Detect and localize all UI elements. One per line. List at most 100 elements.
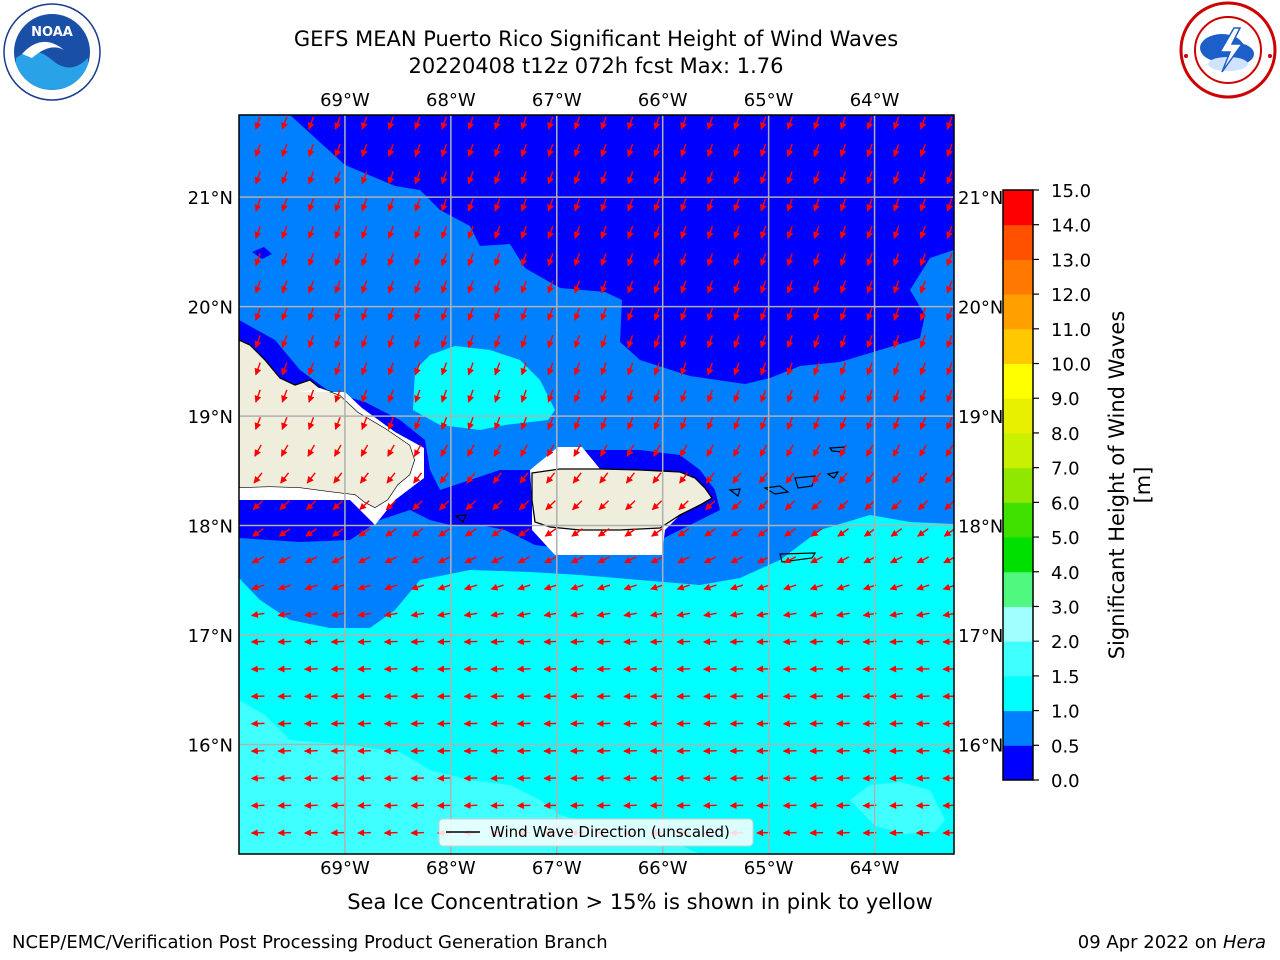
- wave-direction-arrow: [387, 307, 395, 321]
- wave-direction-arrow: [889, 610, 903, 618]
- wave-direction-arrow: [730, 556, 743, 564]
- wave-direction-arrow: [387, 116, 395, 130]
- wave-direction-arrow: [490, 583, 504, 591]
- wave-direction-arrow: [358, 528, 371, 537]
- wave-direction-arrow: [627, 116, 634, 130]
- wave-direction-arrow: [494, 307, 501, 321]
- wave-direction-arrow: [387, 444, 395, 457]
- wave-direction-arrow: [706, 253, 714, 267]
- colorbar-swatch: [1003, 467, 1033, 503]
- wave-direction-arrow: [625, 500, 636, 511]
- wave-direction-arrow: [786, 116, 794, 130]
- wave-direction-arrow: [813, 389, 820, 403]
- wave-direction-arrow: [893, 362, 900, 376]
- wave-direction-arrow: [384, 556, 398, 564]
- wave-direction-arrow: [893, 116, 900, 130]
- wave-direction-arrow: [384, 583, 398, 591]
- colorbar-tick-label: 13.0: [1051, 250, 1091, 271]
- wave-direction-arrow: [653, 444, 661, 457]
- wave-direction-arrow: [334, 171, 342, 185]
- wave-direction-arrow: [946, 362, 953, 376]
- map-legend: Wind Wave Direction (unscaled): [438, 818, 754, 847]
- wave-direction-arrow: [706, 307, 714, 321]
- wave-direction-arrow: [600, 225, 608, 239]
- wave-direction-arrow: [547, 143, 554, 158]
- wave-direction-arrow: [494, 280, 501, 294]
- lon-tick-label: 64°W: [850, 90, 900, 111]
- wave-direction-arrow: [680, 171, 687, 185]
- wave-direction-arrow: [334, 389, 342, 403]
- wave-direction-arrow: [520, 416, 528, 431]
- wave-direction-arrow: [837, 500, 849, 511]
- wave-direction-arrow: [946, 280, 953, 294]
- wave-direction-arrow: [520, 253, 528, 267]
- wave-direction-arrow: [437, 610, 451, 618]
- wave-direction-arrow: [600, 171, 608, 185]
- wave-direction-arrow: [414, 171, 421, 185]
- wave-direction-arrow: [758, 472, 768, 484]
- wave-direction-arrow: [733, 253, 741, 267]
- colorbar-swatch: [1003, 606, 1033, 642]
- wave-direction-arrow: [760, 198, 767, 212]
- wave-direction-arrow: [676, 583, 690, 591]
- wave-direction-arrow: [518, 528, 530, 537]
- wave-direction-arrow: [544, 556, 557, 564]
- wave-direction-arrow: [494, 225, 501, 239]
- wave-direction-arrow: [836, 583, 850, 591]
- lon-tick-label: 64°W: [850, 858, 900, 879]
- wave-direction-arrow: [546, 472, 556, 484]
- wave-direction-arrow: [547, 362, 554, 376]
- wave-direction-arrow: [413, 444, 422, 457]
- wave-direction-arrow: [813, 171, 820, 185]
- wave-direction-arrow: [440, 143, 448, 158]
- wave-direction-arrow: [387, 335, 395, 349]
- wave-direction-arrow: [600, 335, 608, 349]
- wave-direction-arrow: [599, 472, 609, 484]
- wave-direction-arrow: [760, 116, 767, 130]
- wave-direction-arrow: [281, 362, 288, 376]
- wave-direction-arrow: [653, 307, 661, 321]
- wave-direction-arrow: [600, 362, 608, 376]
- wave-direction-arrow: [492, 472, 502, 484]
- wave-direction-arrow: [252, 500, 264, 511]
- wave-direction-arrow: [866, 253, 874, 267]
- wave-direction-arrow: [866, 198, 874, 212]
- wave-direction-arrow: [919, 280, 927, 294]
- wave-direction-arrow: [653, 416, 661, 431]
- colorbar-tick-label: 4.0: [1051, 563, 1080, 584]
- wave-direction-arrow: [414, 225, 421, 239]
- wave-direction-arrow: [866, 143, 874, 158]
- wave-direction-arrow: [543, 610, 558, 618]
- wave-direction-arrow: [627, 143, 634, 158]
- wave-direction-arrow: [810, 528, 823, 537]
- colorbar-swatch: [1003, 224, 1033, 260]
- wave-direction-arrow: [624, 528, 637, 537]
- wave-direction-arrow: [758, 500, 769, 511]
- colorbar-swatch: [1003, 328, 1033, 365]
- wave-direction-arrow: [866, 171, 874, 185]
- map-frame: [238, 114, 955, 855]
- wave-direction-arrow: [387, 198, 395, 212]
- wave-direction-arrow: [623, 583, 637, 591]
- wave-direction-arrow: [706, 416, 714, 431]
- wave-direction-arrow: [731, 500, 742, 511]
- wave-direction-arrow: [490, 610, 504, 618]
- wave-direction-arrow: [945, 472, 954, 484]
- wave-direction-arrow: [467, 116, 475, 130]
- wave-direction-arrow: [946, 335, 953, 349]
- wave-direction-arrow: [385, 500, 397, 511]
- lon-tick-label: 65°W: [744, 90, 794, 111]
- wave-direction-arrow: [334, 143, 342, 158]
- wave-direction-arrow: [467, 389, 475, 403]
- colorbar-swatch: [1003, 710, 1033, 746]
- wave-direction-arrow: [467, 143, 475, 158]
- wave-direction-arrow: [440, 253, 448, 267]
- wave-direction-arrow: [729, 583, 744, 591]
- colorbar-tick-label: 3.0: [1051, 597, 1080, 618]
- wave-direction-arrow: [520, 116, 528, 130]
- wave-direction-arrow: [919, 253, 927, 267]
- lat-tick-label: 16°N: [958, 736, 1003, 757]
- wave-direction-arrow: [547, 307, 554, 321]
- wave-direction-arrow: [332, 500, 343, 511]
- wave-direction-arrow: [598, 500, 609, 511]
